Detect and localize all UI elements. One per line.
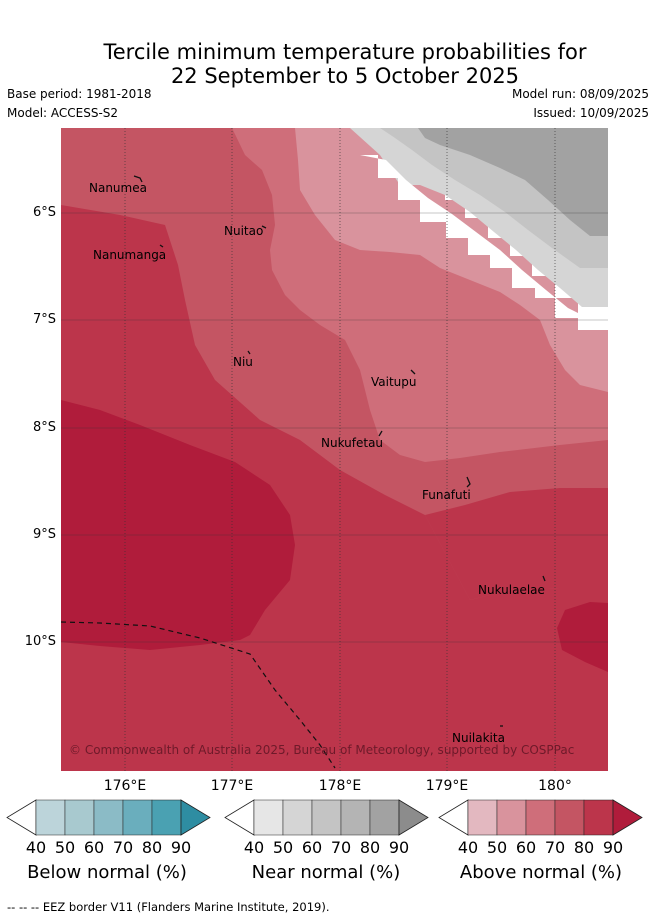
below-tick-50: 50 xyxy=(54,838,76,857)
lat-label-7s: 7°S xyxy=(32,312,56,327)
lat-label-10s: 10°S xyxy=(24,634,56,649)
near-colorbar-max-arrow xyxy=(398,799,429,836)
map-area xyxy=(61,128,608,771)
lon-label-176e: 176°E xyxy=(103,778,147,794)
label-vaitupu: Vaitupu xyxy=(371,375,417,389)
near-tick-50: 50 xyxy=(272,838,294,857)
below-tick-70: 70 xyxy=(112,838,134,857)
label-nukufetau: Nukufetau xyxy=(321,436,384,450)
label-niu: Niu xyxy=(233,355,253,369)
region-near-70 xyxy=(418,128,608,236)
below-colorbar-max-arrow xyxy=(180,799,211,836)
lon-label-177e: 177°E xyxy=(210,778,254,794)
below-colorbar-segment xyxy=(93,799,124,836)
below-tick-60: 60 xyxy=(83,838,105,857)
near-tick-70: 70 xyxy=(330,838,352,857)
near-tick-90: 90 xyxy=(388,838,410,857)
below-colorbar-segment xyxy=(35,799,66,836)
above-colorbar-min-arrow xyxy=(438,799,469,836)
label-nanumea: Nanumea xyxy=(89,181,147,195)
near-colorbar-segment xyxy=(340,799,371,836)
region-neutral-steps xyxy=(360,155,608,330)
near-colorbar-min-arrow xyxy=(224,799,255,836)
lon-label-178e: 178°E xyxy=(318,778,362,794)
label-nanumanga: Nanumanga xyxy=(93,248,167,262)
label-funafuti: Funafuti xyxy=(422,488,471,502)
region-above-80-south xyxy=(425,488,608,600)
lon-label-180: 180° xyxy=(538,778,572,794)
above-tick-60: 60 xyxy=(515,838,537,857)
region-above-90-west xyxy=(61,400,295,650)
eez-legend-note: -- -- -- EEZ border V11 (Flanders Marine… xyxy=(7,900,330,914)
below-normal-label: Below normal (%) xyxy=(27,862,187,883)
near-colorbar-segment xyxy=(253,799,284,836)
above-colorbar-segment xyxy=(525,799,556,836)
label-nuitao: Nuitao xyxy=(224,224,264,238)
above-normal-label: Above normal (%) xyxy=(459,862,623,883)
below-tick-40: 40 xyxy=(25,838,47,857)
issued-date: Issued: 10/09/2025 xyxy=(533,106,649,120)
above-colorbar-segment xyxy=(554,799,585,836)
lat-label-6s: 6°S xyxy=(32,205,56,220)
below-tick-80: 80 xyxy=(141,838,163,857)
near-tick-60: 60 xyxy=(301,838,323,857)
below-tick-90: 90 xyxy=(170,838,192,857)
eez-border xyxy=(61,621,336,769)
lat-label-9s: 9°S xyxy=(32,527,56,542)
above-colorbar-segment xyxy=(496,799,527,836)
near-colorbar-segment xyxy=(311,799,342,836)
below-colorbar-segment xyxy=(122,799,153,836)
title-line-1: Tercile minimum temperature probabilitie… xyxy=(103,40,587,64)
base-period: Base period: 1981-2018 xyxy=(7,87,152,101)
map-title: Tercile minimum temperature probabilitie… xyxy=(0,40,655,88)
below-colorbar-min-arrow xyxy=(6,799,37,836)
below-colorbar-segment xyxy=(64,799,95,836)
label-nuilakita: Nuilakita xyxy=(452,731,505,745)
near-tick-40: 40 xyxy=(243,838,265,857)
near-normal-label: Near normal (%) xyxy=(251,862,401,883)
lon-label-179e: 179°E xyxy=(425,778,469,794)
label-nukulaelae: Nukulaelae xyxy=(478,583,545,597)
above-colorbar-segment xyxy=(583,799,614,836)
above-tick-40: 40 xyxy=(457,838,479,857)
below-colorbar-segment xyxy=(151,799,182,836)
meridians xyxy=(124,128,556,771)
near-tick-80: 80 xyxy=(359,838,381,857)
copyright-notice: © Commonwealth of Australia 2025, Bureau… xyxy=(69,743,575,757)
above-tick-70: 70 xyxy=(544,838,566,857)
model-name: Model: ACCESS-S2 xyxy=(7,106,119,120)
above-tick-80: 80 xyxy=(573,838,595,857)
above-tick-50: 50 xyxy=(486,838,508,857)
region-above-90-east xyxy=(557,602,608,672)
above-tick-90: 90 xyxy=(602,838,624,857)
near-colorbar-segment xyxy=(369,799,400,836)
title-line-2: 22 September to 5 October 2025 xyxy=(170,64,520,88)
above-colorbar-max-arrow xyxy=(612,799,643,836)
near-colorbar-segment xyxy=(282,799,313,836)
colorbars xyxy=(6,799,643,836)
model-run: Model run: 08/09/2025 xyxy=(511,87,649,101)
lat-label-8s: 8°S xyxy=(32,420,56,435)
island-marks xyxy=(133,175,546,727)
above-colorbar-segment xyxy=(467,799,498,836)
graticule xyxy=(61,212,608,643)
